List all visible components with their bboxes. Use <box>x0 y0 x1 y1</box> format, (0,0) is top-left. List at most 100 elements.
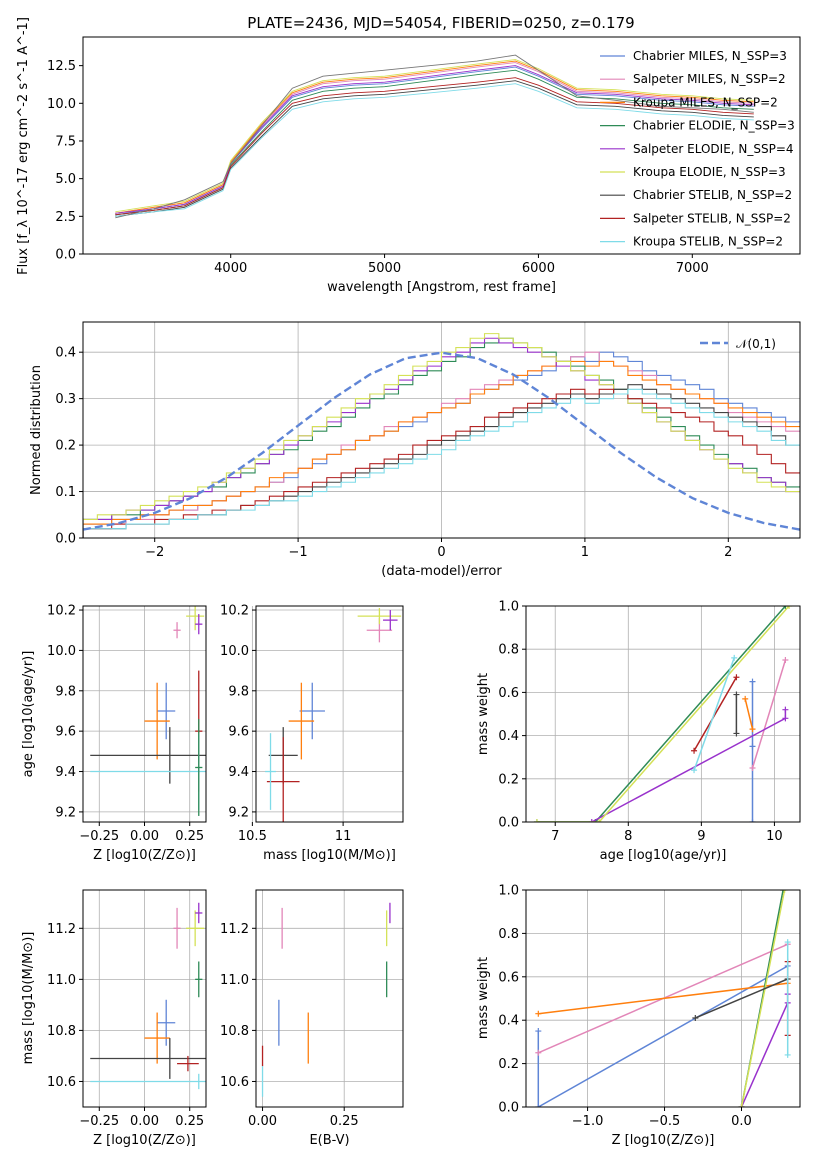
x-tick-label: 9 <box>697 829 705 844</box>
y-tick-label: 9.4 <box>228 765 249 780</box>
series-group <box>115 54 754 219</box>
y-tick-label: 10.0 <box>47 97 76 112</box>
y-axis-label: Flux [f_λ 10^-17 erg cm^-2 s^-1 A^-1] <box>16 17 31 275</box>
y-axis-label: mass weight <box>476 673 491 755</box>
data-point-marker <box>782 715 789 722</box>
data-point-marker <box>692 1015 699 1022</box>
y-tick-label: 1.0 <box>498 600 519 615</box>
errorbar-group <box>90 606 206 816</box>
x-tick-label: 0.00 <box>248 1114 277 1129</box>
normal-reference-curve <box>83 351 800 531</box>
y-tick-label: 0.6 <box>498 686 519 701</box>
y-tick-label: 9.6 <box>228 725 249 740</box>
y-tick-label: 1.0 <box>498 884 519 899</box>
x-axis-label: (data-model)/error <box>381 564 502 579</box>
y-tick-label: 0.0 <box>55 248 76 263</box>
y-tick-label: 12.5 <box>47 59 76 74</box>
legend-label: Salpeter STELIB, N_SSP=2 <box>633 211 791 225</box>
x-axis-label: E(B-V) <box>309 1133 349 1148</box>
axes-frame <box>255 889 404 1108</box>
data-point-marker <box>784 1051 791 1058</box>
x-tick-label: −1.0 <box>572 1114 604 1129</box>
axes-frame <box>82 36 801 255</box>
data-point-marker <box>749 765 756 771</box>
series-line <box>537 606 786 822</box>
x-tick-label: 11 <box>335 829 352 844</box>
y-tick-label: 11.0 <box>47 973 76 988</box>
x-tick-label: 0.25 <box>175 1114 204 1129</box>
x-tick-label: −0.25 <box>79 829 119 844</box>
series-line <box>115 60 754 214</box>
x-tick-label: 2 <box>724 545 732 560</box>
x-tick-label: −1 <box>289 545 308 560</box>
data-point-marker <box>588 819 595 822</box>
legend-label: Kroupa STELIB, N_SSP=2 <box>633 235 783 249</box>
y-tick-label: 0.4 <box>498 1014 519 1029</box>
x-tick-label: 8 <box>624 829 632 844</box>
legend-label: Chabrier ELODIE, N_SSP=3 <box>633 119 795 133</box>
x-tick-label: 7 <box>551 829 559 844</box>
y-tick-label: 10.8 <box>220 1024 249 1039</box>
axes-frame <box>255 605 404 823</box>
legend-label: Chabrier MILES, N_SSP=3 <box>633 49 787 63</box>
x-tick-label: 6000 <box>522 261 555 276</box>
histogram-step <box>83 360 800 538</box>
y-tick-label: 9.6 <box>55 725 76 740</box>
y-tick-label: 0.2 <box>55 439 76 454</box>
data-point-marker <box>738 1104 745 1107</box>
y-tick-label: 2.5 <box>55 210 76 225</box>
x-tick-label: 7000 <box>676 261 709 276</box>
y-tick-label: 10.2 <box>47 604 76 619</box>
histogram-step <box>83 388 800 538</box>
series-line <box>115 80 754 217</box>
x-tick-label: 10.5 <box>238 829 267 844</box>
data-point-marker <box>749 743 756 750</box>
y-tick-label: 10.8 <box>47 1024 76 1039</box>
histogram-group <box>83 333 800 538</box>
errorbar-group <box>261 902 391 1097</box>
errorbar-group <box>265 608 402 822</box>
x-tick-label: 0.0 <box>731 1114 752 1129</box>
x-axis-label: Z [log10(Z/Z⊙)] <box>93 1133 196 1148</box>
y-tick-label: 10.0 <box>47 644 76 659</box>
y-tick-label: 10.6 <box>220 1075 249 1090</box>
axes-frame <box>525 605 801 823</box>
y-axis-label: age [log10(age/yr)] <box>21 651 36 778</box>
y-tick-label: 9.8 <box>228 684 249 699</box>
chart-spectrum: 4000 5000 6000 7000 0.0 2.5 5.0 7.5 10.0 12.5 wave… <box>16 17 801 295</box>
data-point-marker <box>691 747 698 754</box>
legend-label: Salpeter MILES, N_SSP=2 <box>633 72 786 86</box>
histogram-step <box>83 333 800 538</box>
data-point-marker <box>535 1028 542 1035</box>
x-tick-label: 0 <box>437 545 445 560</box>
data-point-marker <box>749 726 756 733</box>
series-line <box>744 698 754 730</box>
y-tick-label: 10.2 <box>220 604 249 619</box>
series-line <box>693 676 738 752</box>
y-tick-label: 5.0 <box>55 172 76 187</box>
chart-age-massweight: 7 8 9 10 0.0 0.2 0.4 0.6 0.8 1.0 age [log10(age/yr… <box>476 600 801 863</box>
series-line <box>537 606 790 822</box>
y-tick-label: 0.6 <box>498 970 519 985</box>
y-tick-label: 0.4 <box>498 729 519 744</box>
legend-label: Kroupa MILES, N_SSP=2 <box>633 95 778 109</box>
axes-frame <box>525 889 801 1108</box>
x-axis-label: mass [log10(M/M⊙)] <box>263 848 396 863</box>
data-point-marker <box>782 706 789 713</box>
y-tick-label: 0.0 <box>498 1101 519 1116</box>
data-point-marker <box>731 654 738 661</box>
series-line <box>538 982 788 1015</box>
legend-label: Kroupa ELODIE, N_SSP=3 <box>633 165 786 179</box>
series-line <box>751 659 787 769</box>
series-group <box>533 606 793 822</box>
figure-title: PLATE=2436, MJD=54054, FIBERID=0250, z=0… <box>247 14 634 32</box>
y-tick-label: 0.0 <box>55 532 76 547</box>
legend-label: Salpeter ELODIE, N_SSP=4 <box>633 142 794 156</box>
chart-z-age: −0.25 0.00 0.25 9.2 9.4 9.6 9.8 10.0 10.2 Z [log1… <box>21 604 207 863</box>
series-group <box>535 890 791 1107</box>
y-tick-label: 0.2 <box>498 772 519 787</box>
chart-mass-age: 10.5 11 9.2 9.4 9.6 9.8 10.0 10.2 mass [log10(M/… <box>220 604 404 863</box>
data-point-marker <box>596 819 603 822</box>
data-point-marker <box>733 730 740 737</box>
